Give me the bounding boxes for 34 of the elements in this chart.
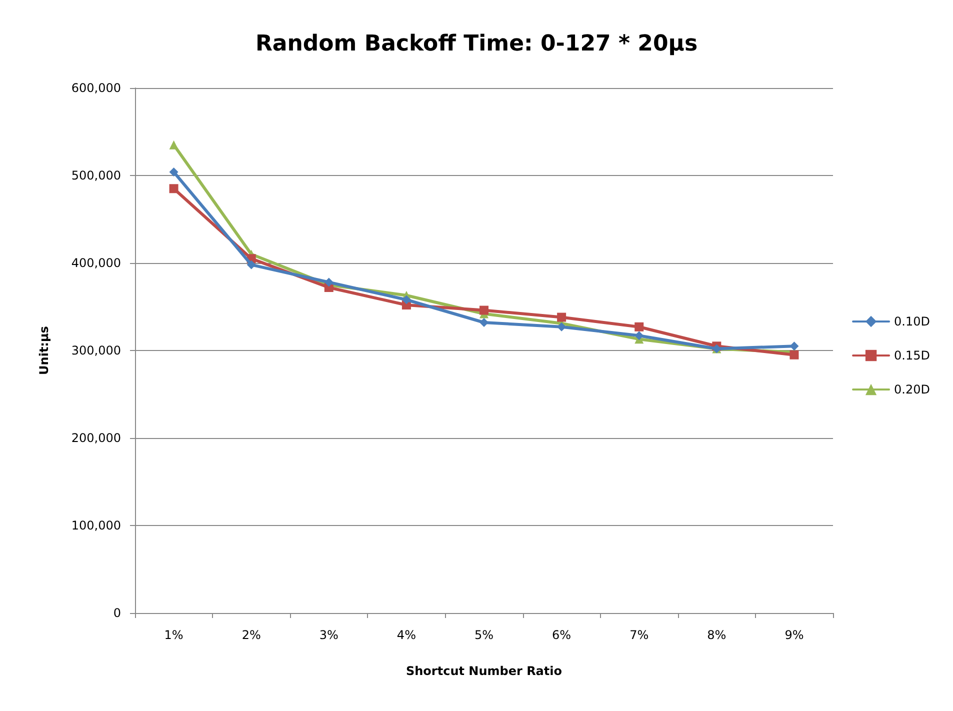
x-tick-label: 4% (396, 628, 416, 642)
x-tick-label: 7% (630, 628, 649, 642)
legend-label: 0.10D (894, 314, 930, 328)
y-axis-title: Unit:μs (37, 326, 51, 375)
point (634, 322, 644, 332)
point (634, 331, 644, 340)
y-tick-label: 300,000 (71, 344, 121, 358)
legend-label: 0.15D (894, 348, 930, 362)
x-axis-title: Shortcut Number Ratio (406, 664, 562, 678)
x-tick-label: 1% (164, 628, 184, 642)
y-tick-label: 600,000 (71, 81, 121, 95)
point (324, 278, 334, 287)
y-tick-label: 500,000 (71, 168, 121, 182)
x-tick-label: 3% (319, 628, 338, 642)
point (169, 140, 178, 150)
y-tick-label: 0 (113, 606, 121, 620)
legend-label: 0.20D (894, 382, 930, 396)
y-tick-label: 400,000 (71, 256, 121, 270)
point (480, 306, 488, 315)
x-tick-label: 5% (474, 628, 494, 642)
x-tick-label: 9% (784, 628, 804, 642)
chart-title: Random Backoff Time: 0-127 * 20μs (255, 32, 698, 56)
x-tick-label: 8% (707, 628, 726, 642)
point (246, 260, 256, 270)
point (169, 168, 178, 176)
point (557, 312, 566, 322)
x-tick-label: 6% (552, 628, 572, 642)
point (402, 295, 411, 304)
y-tick-label: 200,000 (71, 431, 121, 445)
point (790, 350, 799, 360)
point (480, 318, 488, 327)
point (169, 184, 178, 194)
x-tick-label: 2% (242, 628, 261, 642)
y-tick-label: 100,000 (71, 518, 121, 532)
